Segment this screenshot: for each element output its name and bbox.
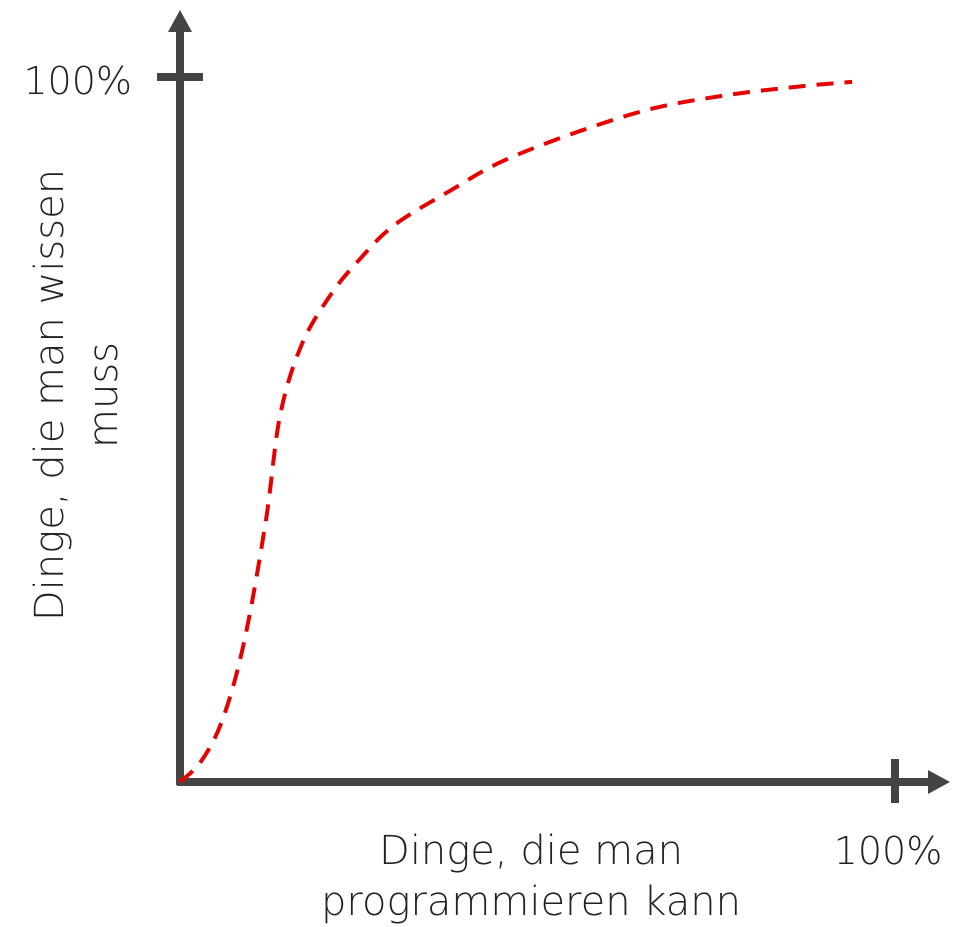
y-tick-label: 100%: [23, 59, 132, 103]
x-axis-label-line2: programmieren kann: [321, 879, 741, 925]
chart-marks: [178, 79, 853, 784]
y-axis-label-line1: Dinge, die man wissen: [27, 169, 73, 621]
x-tick-label: 100%: [834, 829, 943, 873]
series-line-0: [178, 79, 853, 784]
y-axis-label-group: Dinge, die man wissen: [27, 169, 73, 621]
y-axis-label-line2: muss: [81, 342, 127, 448]
x-axis-label-line1: Dinge, die man: [379, 828, 683, 874]
x-axis-arrow: [928, 770, 950, 794]
y-axis-arrow: [168, 10, 192, 32]
y-axis-label-group-2: muss: [81, 342, 127, 448]
chart-labels: 100% 100% Dinge, die man programmieren k…: [23, 59, 942, 925]
axes: [157, 10, 950, 803]
